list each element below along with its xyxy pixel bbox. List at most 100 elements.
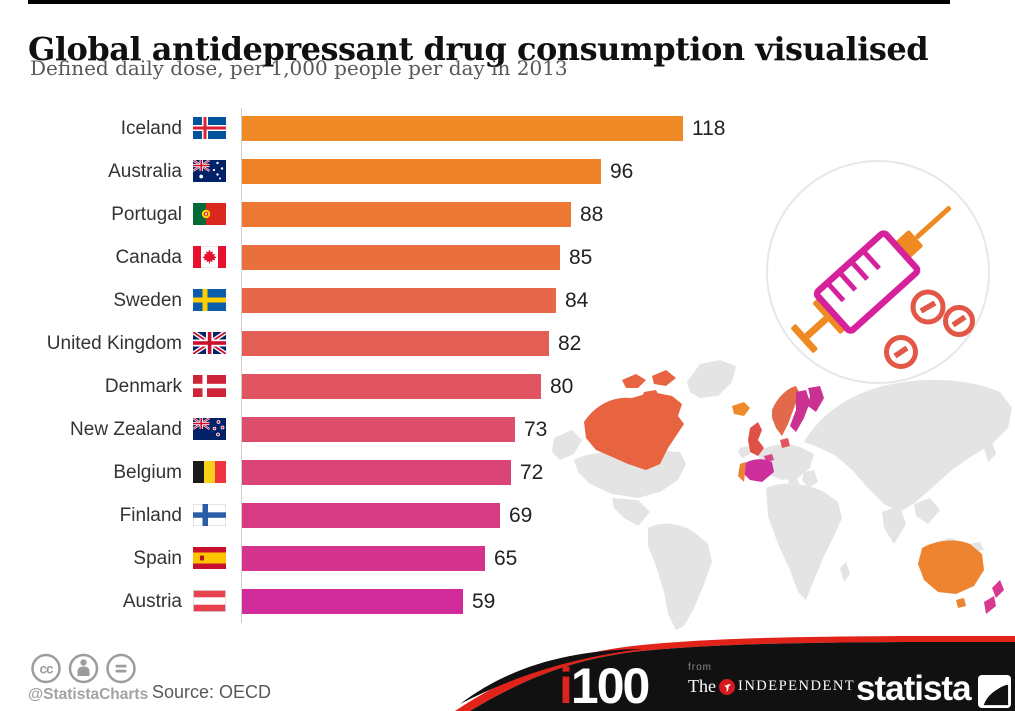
country-label: Finland — [119, 505, 182, 526]
independent-logo: from The INDEPENDENT — [688, 662, 855, 697]
country-label: Iceland — [120, 118, 182, 139]
flag-es-icon — [193, 547, 226, 569]
independent-from-label: from — [688, 662, 712, 673]
world-map — [552, 352, 1015, 630]
i100-logo: i100 — [559, 661, 650, 711]
bar-value: 96 — [610, 160, 634, 183]
bar — [242, 288, 556, 313]
bar-value: 82 — [558, 332, 582, 355]
bar — [242, 245, 560, 270]
flag-ca-icon — [193, 246, 226, 268]
chart-row: Belgium 72 — [0, 460, 1015, 485]
flag-be-icon — [193, 461, 226, 483]
chart-row: Canada 85 — [0, 245, 1015, 270]
flag-gb-icon — [193, 332, 226, 354]
map-se-asia — [914, 498, 940, 524]
pill-icons — [884, 289, 975, 369]
map-new-zealand — [984, 580, 1004, 614]
statista-charts-handle: @StatistaCharts — [28, 686, 149, 703]
bar-value: 80 — [550, 375, 574, 398]
chart-row: New Zealand 73 — [0, 417, 1015, 442]
chart-row: Australia 96 — [0, 159, 1015, 184]
map-ireland — [738, 446, 750, 458]
flag-dk-icon — [193, 375, 226, 397]
chart-row: Portugal 88 — [0, 202, 1015, 227]
page-title: Global antidepressant drug consumption v… — [28, 30, 929, 69]
country-label: Australia — [108, 161, 182, 182]
flag-pt-icon — [193, 203, 226, 225]
attribution-icon — [68, 653, 99, 684]
chart-row: United Kingdom 82 — [0, 331, 1015, 356]
map-norway — [772, 386, 800, 436]
bar — [242, 460, 511, 485]
map-asia — [804, 379, 1012, 512]
no-derivatives-icon — [106, 653, 136, 684]
bar — [242, 589, 463, 614]
country-label: New Zealand — [70, 419, 182, 440]
chart-row: Sweden 84 — [0, 288, 1015, 313]
bar — [242, 116, 683, 141]
i100-logo-number: 100 — [570, 658, 650, 711]
map-mexico — [612, 498, 650, 526]
map-canada — [584, 392, 684, 470]
country-label: Denmark — [104, 376, 182, 397]
map-japan — [984, 442, 996, 462]
map-south-america — [648, 523, 712, 630]
map-iceland — [732, 402, 750, 416]
bar — [242, 503, 500, 528]
bar-value: 72 — [520, 461, 544, 484]
map-alaska — [552, 430, 582, 460]
map-australia — [918, 540, 984, 608]
country-label: Spain — [133, 548, 182, 569]
country-label: Belgium — [113, 462, 182, 483]
statista-logo-text: statista — [856, 669, 972, 708]
bar — [242, 417, 515, 442]
map-greenland — [687, 360, 736, 398]
map-belgium — [764, 454, 774, 462]
syringe-ticks — [827, 251, 881, 303]
map-denmark — [780, 438, 790, 448]
footer-swoosh — [455, 636, 1015, 711]
statista-logo-icon — [978, 675, 1011, 708]
bar — [242, 546, 485, 571]
independent-the: The — [688, 676, 716, 696]
swoosh-black-body — [470, 641, 1015, 711]
top-border-line — [28, 0, 950, 4]
map-united-kingdom — [748, 422, 764, 456]
map-portugal — [738, 462, 746, 482]
country-label: United Kingdom — [46, 333, 182, 354]
flag-nz-icon — [193, 418, 226, 440]
independent-name: INDEPENDENT — [737, 678, 856, 694]
chart-row: Austria 59 — [0, 589, 1015, 614]
syringe-illustration-circle — [766, 160, 990, 384]
flag-se-icon — [193, 289, 226, 311]
chart-row: Finland 69 — [0, 503, 1015, 528]
map-base-continents — [552, 360, 1012, 630]
map-sweden-finland — [790, 386, 824, 432]
i100-logo-i: i — [559, 658, 573, 711]
bar — [242, 374, 541, 399]
chart-baseline-axis — [241, 108, 242, 623]
syringe-icon — [791, 206, 952, 353]
bar-value: 73 — [524, 418, 548, 441]
map-canada-islands — [622, 370, 676, 402]
bar-value: 59 — [472, 590, 496, 613]
map-balkans — [802, 470, 818, 488]
bar-value: 85 — [569, 246, 593, 269]
map-highlighted-countries — [584, 370, 1004, 614]
map-spain — [742, 459, 774, 482]
map-madagascar — [840, 562, 850, 582]
bar — [242, 202, 571, 227]
flag-au-icon — [193, 160, 226, 182]
flag-fi-icon — [193, 504, 226, 526]
chart-row: Spain 65 — [0, 546, 1015, 571]
creative-commons-icons: cc — [31, 653, 136, 684]
bar-value: 69 — [509, 504, 533, 527]
svg-text:cc: cc — [39, 662, 54, 677]
chart-row: Denmark 80 — [0, 374, 1015, 399]
source-label: Source: OECD — [152, 682, 272, 702]
cc-license-icon — [31, 653, 61, 684]
country-label: Sweden — [113, 290, 182, 311]
bar-value: 65 — [494, 547, 518, 570]
